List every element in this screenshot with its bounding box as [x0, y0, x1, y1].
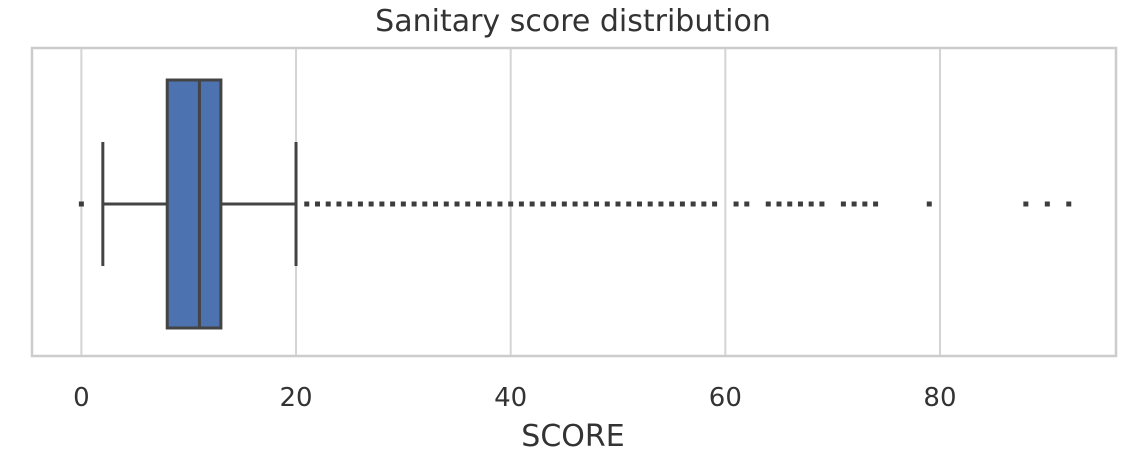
outlier-point [840, 201, 846, 207]
x-tick-label: 0 [73, 383, 90, 413]
outlier-point [658, 201, 664, 207]
x-tick-label: 20 [279, 383, 312, 413]
outlier-point [551, 201, 557, 207]
outlier-point [636, 201, 642, 207]
x-tick-label: 40 [494, 383, 527, 413]
outlier-point [647, 201, 653, 207]
chart-title: Sanitary score distribution [375, 4, 771, 39]
outlier-point [497, 201, 503, 207]
outlier-point [604, 201, 610, 207]
box-plot [101, 78, 298, 330]
outlier-point [797, 201, 803, 207]
outlier-point [422, 201, 428, 207]
outlier-point [669, 201, 675, 207]
x-tick-label: 80 [923, 383, 956, 413]
outlier-point [1066, 201, 1072, 207]
outlier-point [357, 201, 363, 207]
outlier-point [819, 201, 825, 207]
outlier-point [475, 201, 481, 207]
outlier-point [390, 201, 396, 207]
outlier-point [690, 201, 696, 207]
outlier-point [486, 201, 492, 207]
outlier-point [561, 201, 567, 207]
outlier-point [926, 201, 932, 207]
outlier-point [368, 201, 374, 207]
outlier-point [540, 201, 546, 207]
outlier-point [304, 201, 310, 207]
outlier-point [808, 201, 814, 207]
outlier-point [465, 201, 471, 207]
outlier-point [776, 201, 782, 207]
outlier-point [347, 201, 353, 207]
outlier-point [594, 201, 600, 207]
outlier-point [433, 201, 439, 207]
outlier-points [78, 201, 1072, 207]
outlier-point [733, 201, 739, 207]
outlier-point [862, 201, 868, 207]
outlier-point [765, 201, 771, 207]
outlier-point [336, 201, 342, 207]
outlier-point [626, 201, 632, 207]
outlier-point [851, 201, 857, 207]
x-tick-labels: 0 20 40 60 80 [73, 383, 956, 413]
outlier-point [572, 201, 578, 207]
outlier-point [787, 201, 793, 207]
outlier-point [744, 201, 750, 207]
outlier-point [314, 201, 320, 207]
outlier-point [508, 201, 514, 207]
outlier-point [615, 201, 621, 207]
outlier-point [78, 201, 84, 207]
outlier-point [1044, 201, 1050, 207]
outlier-point [1023, 201, 1029, 207]
outlier-point [701, 201, 707, 207]
outlier-point [583, 201, 589, 207]
outlier-point [325, 201, 331, 207]
x-tick-label: 60 [709, 383, 742, 413]
x-axis-label: SCORE [521, 419, 624, 454]
outlier-point [518, 201, 524, 207]
outlier-point [443, 201, 449, 207]
outlier-point [400, 201, 406, 207]
outlier-point [712, 201, 718, 207]
outlier-point [529, 201, 535, 207]
plot-frame [30, 46, 1118, 358]
iqr-box [165, 78, 223, 330]
outlier-point [411, 201, 417, 207]
outlier-point [679, 201, 685, 207]
outlier-point [873, 201, 879, 207]
outlier-point [379, 201, 385, 207]
outlier-point [454, 201, 460, 207]
